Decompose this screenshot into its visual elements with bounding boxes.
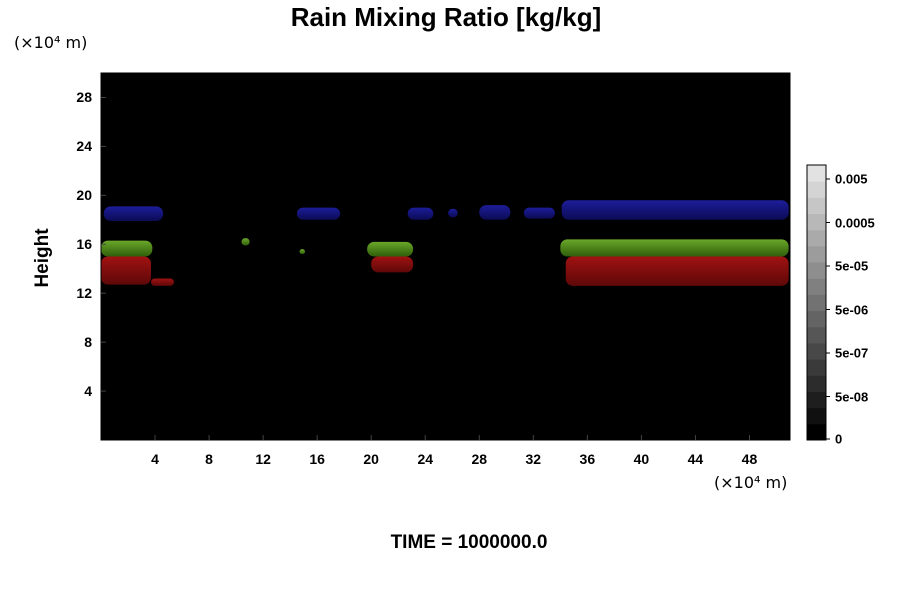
- time-label: TIME = 1000000.0: [390, 532, 548, 553]
- x-tick-label: 32: [525, 451, 542, 467]
- y-tick-label: 4: [84, 383, 92, 400]
- x-tick-label: 4: [151, 451, 159, 467]
- colorbar-swatch: [807, 359, 826, 376]
- colorbar-swatch: [807, 375, 826, 392]
- colorbar-tick-label: 5e-07: [835, 345, 869, 361]
- feature-green-band-0: [101, 240, 153, 257]
- colorbar-tick-label: 5e-05: [835, 258, 869, 274]
- colorbar-tick-label: 0.0005: [835, 215, 875, 230]
- x-tick-label: 8: [205, 451, 213, 467]
- feature-blue-band-0: [103, 206, 164, 222]
- colorbar-tick-label: 5e-08: [835, 389, 869, 404]
- feature-blue-band-1: [296, 207, 341, 220]
- x-tick-label: 48: [741, 451, 758, 467]
- colorbar-tick-label: 5e-06: [835, 302, 869, 317]
- chart-title: Rain Mixing Ratio [kg/kg]: [290, 2, 602, 32]
- colorbar-swatch: [807, 245, 826, 263]
- feature-red-band-2: [565, 256, 789, 286]
- feature-blue-band-5: [523, 207, 555, 219]
- feature-blue-band-2: [407, 207, 434, 220]
- feature-red-band-1: [371, 256, 414, 273]
- y-tick-label: 16: [76, 236, 92, 253]
- colorbar-swatch: [807, 165, 826, 182]
- feature-green-dots-1: [299, 249, 305, 255]
- colorbar-swatch: [807, 326, 826, 344]
- colorbar-swatch: [807, 197, 826, 215]
- colorbar-swatch: [807, 423, 826, 441]
- y-tick-label: 12: [76, 285, 92, 302]
- colorbar-swatch: [807, 278, 826, 295]
- x-tick-label: 20: [363, 451, 379, 467]
- feature-blue-band-4: [479, 205, 511, 220]
- x-tick-label: 28: [471, 451, 488, 467]
- x-tick-label: 36: [579, 451, 596, 467]
- colorbar-swatch: [807, 294, 826, 312]
- y-tick-label: 24: [76, 138, 92, 155]
- feature-green-band-1: [367, 241, 414, 257]
- feature-red-blob-0: [150, 278, 174, 286]
- x-axis-unit: (×10⁴ m): [714, 473, 788, 492]
- y-tick-label: 8: [84, 334, 92, 351]
- colorbar-swatch: [807, 213, 826, 231]
- colorbar-swatch: [807, 229, 826, 247]
- x-tick-label: 44: [687, 451, 704, 467]
- colorbar-swatch: [807, 391, 826, 409]
- colorbar-frame: [806, 164, 827, 441]
- colorbar-swatch: [807, 181, 826, 198]
- colorbar-tick-label: 0: [835, 431, 843, 447]
- x-tick-label: 12: [255, 451, 271, 467]
- feature-green-dots-0: [241, 238, 250, 246]
- colorbar-swatch: [807, 342, 826, 360]
- y-tick-label: 20: [76, 187, 92, 204]
- feature-blue-band-6: [561, 200, 789, 220]
- colorbar-swatch: [807, 407, 826, 425]
- y-tick-label: 28: [76, 89, 92, 106]
- x-tick-label: 40: [633, 451, 650, 467]
- feature-blue-band-3: [448, 208, 458, 218]
- colorbar-swatch: [807, 310, 826, 328]
- x-tick-label: 24: [417, 451, 434, 467]
- plot-frame: [100, 72, 791, 441]
- x-tick-label: 16: [309, 451, 325, 467]
- feature-red-band-0: [101, 256, 151, 285]
- colorbar-tick-label: 0.005: [835, 171, 868, 187]
- colorbar-swatch: [807, 262, 826, 279]
- feature-green-band-2: [560, 239, 789, 257]
- y-axis-unit: (×10⁴ m): [14, 33, 88, 52]
